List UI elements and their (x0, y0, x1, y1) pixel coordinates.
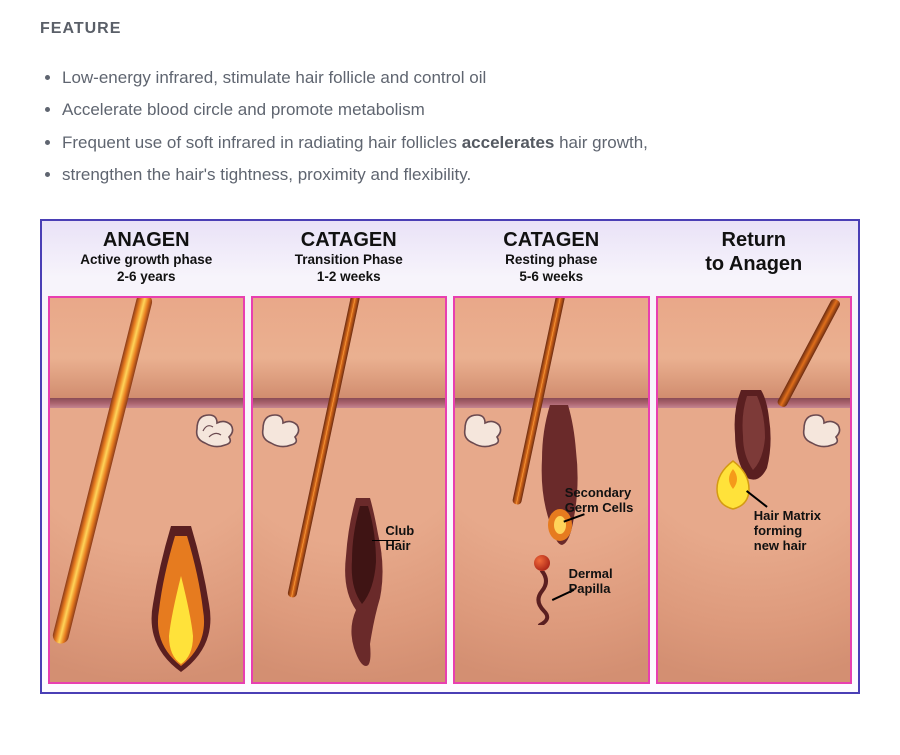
skin-surface (658, 298, 851, 398)
phase-title: ANAGEN (50, 229, 243, 252)
phase-duration: 2-6 years (50, 269, 243, 286)
sebaceous-gland-icon (459, 409, 505, 449)
phase-header: CATAGEN Transition Phase 1-2 weeks (251, 227, 448, 292)
sebaceous-gland-icon (798, 409, 844, 449)
sebaceous-gland-icon (257, 409, 303, 449)
anagen-panel (48, 296, 245, 684)
catagen-resting-panel: Secondary Germ Cells Dermal Papilla (453, 296, 650, 684)
epidermis-line (50, 398, 243, 408)
feature-bold: accelerates (462, 133, 555, 152)
feature-text: hair growth, (554, 133, 648, 152)
feature-item: Frequent use of soft infrared in radiati… (62, 127, 860, 159)
feature-item: Low-energy infrared, stimulate hair foll… (62, 62, 860, 94)
hair-matrix-label: Hair Matrix forming new hair (754, 509, 821, 554)
feature-item: strengthen the hair's tightness, proximi… (62, 159, 860, 191)
phase-subtitle: Resting phase (455, 252, 648, 269)
hair-cycle-diagram: ANAGEN Active growth phase 2-6 years CAT… (40, 219, 860, 694)
secondary-germ-label: Secondary Germ Cells (565, 486, 634, 516)
feature-text: Frequent use of soft infrared in radiati… (62, 133, 462, 152)
hair-matrix (711, 459, 755, 511)
phase-subtitle: Transition Phase (253, 252, 446, 269)
club-hair-label: Club Hair (385, 524, 414, 554)
phase-header: ANAGEN Active growth phase 2-6 years (48, 227, 245, 292)
feature-heading: FEATURE (40, 20, 860, 38)
phase-panels: Club Hair Secondary Germ (48, 296, 852, 684)
phase-header: CATAGEN Resting phase 5-6 weeks (453, 227, 650, 292)
phase-subtitle: Active growth phase (50, 252, 243, 269)
phase-title: Return (658, 229, 851, 252)
catagen-transition-panel: Club Hair (251, 296, 448, 684)
phase-header: Return to Anagen (656, 227, 853, 292)
phase-subtitle: to Anagen (658, 252, 851, 277)
phase-title: CATAGEN (455, 229, 648, 252)
phase-duration: 5-6 weeks (455, 269, 648, 286)
epidermis-line (253, 398, 446, 408)
phase-duration: 1-2 weeks (253, 269, 446, 286)
anagen-bulb (131, 526, 231, 676)
phase-title: CATAGEN (253, 229, 446, 252)
feature-item: Accelerate blood circle and promote meta… (62, 94, 860, 126)
return-anagen-panel: Hair Matrix forming new hair (656, 296, 853, 684)
dermal-papilla-label: Dermal Papilla (569, 567, 613, 597)
phase-header-row: ANAGEN Active growth phase 2-6 years CAT… (48, 227, 852, 292)
sebaceous-gland-icon (191, 409, 237, 449)
feature-list: Low-energy infrared, stimulate hair foll… (40, 62, 860, 191)
